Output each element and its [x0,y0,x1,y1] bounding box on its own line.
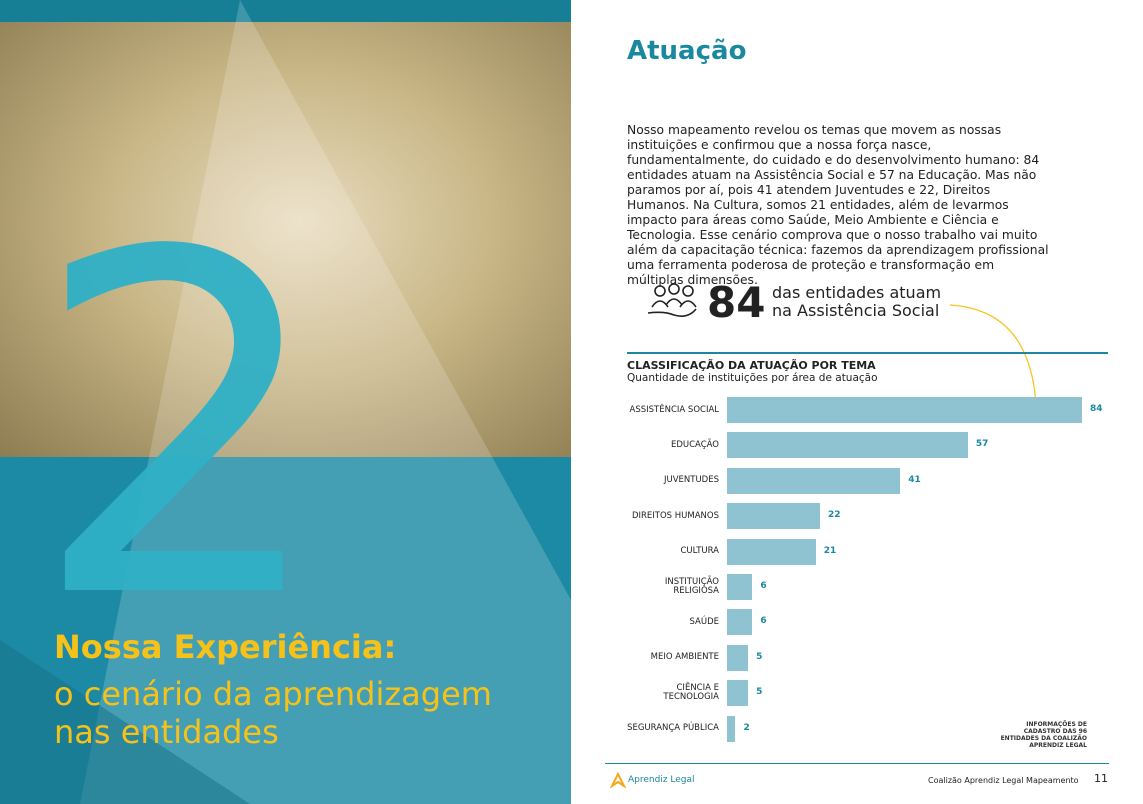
footer-rule [605,763,1109,764]
stat-text: das entidades atuam na Assistência Socia… [772,283,942,320]
bar [727,467,901,494]
value-label: 5 [756,651,763,662]
left-page: 2 Nossa Experiência: o cenário da aprend… [0,0,571,804]
chapter-number: 2 [30,154,329,701]
bar [727,432,968,459]
bar [727,644,749,671]
footer-text: Coalizão Aprendiz Legal Mapeamento [928,776,1079,785]
category-label: DIREITOS HUMANOS [631,510,719,521]
stat-number: 84 [707,278,766,327]
category-label: ASSISTÊNCIA SOCIAL [629,404,719,415]
heading: Atuação [627,36,747,66]
category-label: CIÊNCIA E TECNOLOGIA [663,683,719,703]
value-label: 5 [756,687,763,698]
category-label: CULTURA [680,546,719,557]
people-icon [647,283,697,317]
bar [727,397,1082,423]
chart-rule [627,352,1108,354]
category-label: JUVENTUDES [664,475,719,486]
bar [727,574,753,600]
value-label: 6 [760,616,767,627]
footer-logo: Aprendiz Legal [628,775,695,785]
value-label: 2 [743,722,750,733]
category-label: SEGURANÇA PÚBLICA [627,723,719,734]
bar [727,680,749,707]
top-band [0,0,571,22]
bar [727,503,820,530]
chart-subtitle: Quantidade de instituições por área de a… [627,372,878,384]
value-label: 84 [1090,404,1103,414]
left-subtitle: o cenário da aprendizagem nas entidades [54,675,492,751]
bar [727,715,736,742]
bar [727,538,816,565]
value-label: 21 [823,545,837,556]
triangle-shape [80,0,571,804]
page-number: 11 [1094,772,1108,785]
category-label: MEIO AMBIENTE [650,652,719,663]
paragraph: Nosso mapeamento revelou os temas que mo… [627,123,1049,287]
category-label: EDUCAÇÃO [670,439,719,450]
chart-title: CLASSIFICAÇÃO DA ATUAÇÃO POR TEMA [627,359,876,372]
decor: 2 [0,0,571,804]
footer-logo-icon [610,772,626,788]
shadow-shape [0,640,250,804]
value-label: 6 [760,581,767,591]
source-note: INFORMAÇÕES DE CADASTRO DAS 96 ENTIDADES… [1000,721,1087,749]
category-label: INSTITUIÇÃO RELIGIOSA [664,577,719,596]
bar [727,609,753,636]
value-label: 57 [975,439,989,450]
category-label: SAÚDE [689,616,719,627]
photo [0,22,571,457]
value-label: 41 [908,474,921,485]
left-title: Nossa Experiência: [54,628,397,666]
value-label: 22 [827,510,841,521]
